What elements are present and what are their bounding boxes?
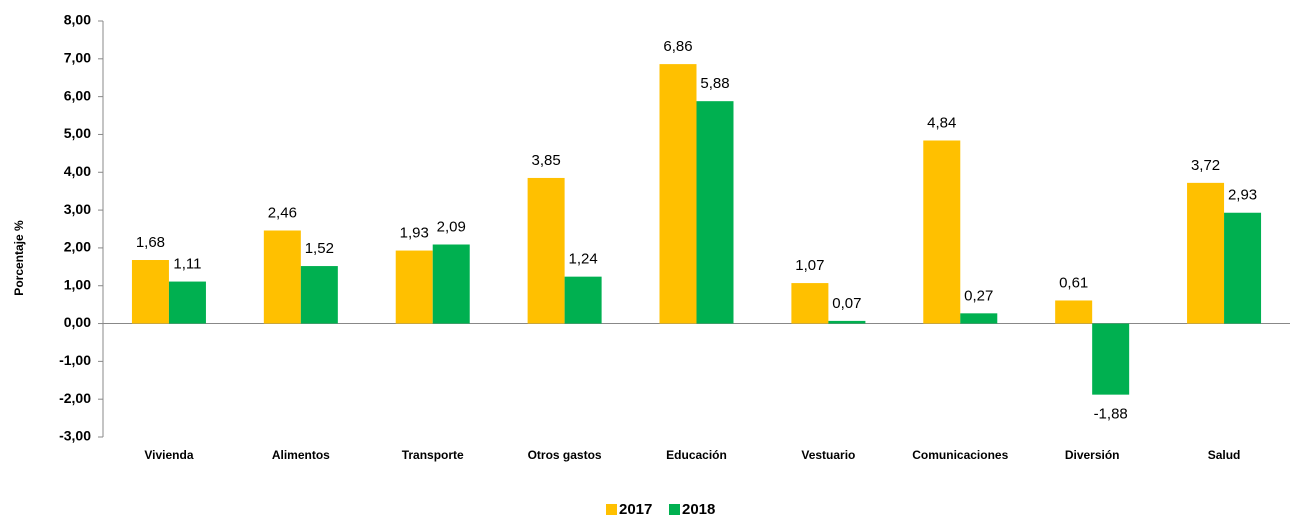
bar	[131, 260, 169, 324]
value-label: 0,61	[1059, 274, 1088, 291]
value-label: 1,93	[400, 225, 429, 242]
legend-swatch	[606, 504, 617, 515]
value-label: 2,93	[1228, 187, 1257, 204]
value-label: 6,86	[663, 38, 692, 55]
x-tick-label: Vivienda	[144, 448, 193, 462]
x-tick-label: Otros gastos	[528, 448, 602, 462]
y-tick-label: 2,00	[64, 239, 91, 255]
bar	[923, 140, 961, 324]
value-label: 1,52	[305, 240, 334, 257]
y-tick-label: 5,00	[64, 125, 91, 141]
bar	[300, 266, 338, 324]
value-label: 5,88	[700, 75, 729, 92]
y-tick-label: 7,00	[64, 50, 91, 66]
x-tick-label: Transporte	[402, 448, 464, 462]
bar	[1224, 212, 1262, 324]
bar	[1187, 182, 1225, 324]
bar	[527, 177, 565, 324]
x-tick-label: Vestuario	[801, 448, 855, 462]
bar	[395, 250, 433, 324]
legend-label: 2017	[619, 501, 652, 518]
bar	[791, 283, 829, 324]
x-tick-label: Educación	[666, 448, 727, 462]
y-tick-label: 1,00	[64, 276, 91, 292]
bar	[263, 230, 301, 324]
x-tick-label: Diversión	[1065, 448, 1120, 462]
y-tick-label: 6,00	[64, 87, 91, 103]
value-label: 4,84	[927, 114, 956, 131]
bar	[432, 244, 470, 324]
x-tick-label: Salud	[1208, 448, 1241, 462]
legend-swatch	[669, 504, 680, 515]
y-tick-label: 0,00	[64, 314, 91, 330]
y-tick-label: 4,00	[64, 163, 91, 179]
value-label: -1,88	[1094, 406, 1128, 423]
value-label: 0,07	[832, 295, 861, 312]
bar	[1092, 323, 1130, 395]
value-label: 3,72	[1191, 157, 1220, 174]
bar	[168, 281, 206, 324]
value-label: 3,85	[532, 152, 561, 169]
bar	[828, 320, 866, 324]
y-axis-label: Porcentaje %	[12, 220, 26, 296]
bar	[960, 313, 998, 324]
y-tick-label: 3,00	[64, 201, 91, 217]
x-tick-label: Alimentos	[272, 448, 330, 462]
value-label: 1,07	[795, 257, 824, 274]
legend-label: 2018	[682, 501, 715, 518]
bar	[564, 276, 602, 324]
value-label: 2,46	[268, 204, 297, 221]
value-label: 2,09	[437, 218, 466, 235]
y-tick-label: -1,00	[59, 352, 91, 368]
value-label: 0,27	[964, 287, 993, 304]
y-tick-label: 8,00	[64, 12, 91, 28]
bar	[696, 101, 734, 324]
y-tick-label: -2,00	[59, 390, 91, 406]
x-tick-label: Comunicaciones	[912, 448, 1008, 462]
value-label: 1,24	[569, 251, 598, 268]
value-label: 1,11	[173, 256, 201, 273]
value-label: 1,68	[136, 234, 165, 251]
y-tick-label: -3,00	[59, 428, 91, 444]
bar	[659, 64, 697, 324]
bar	[1055, 300, 1093, 324]
